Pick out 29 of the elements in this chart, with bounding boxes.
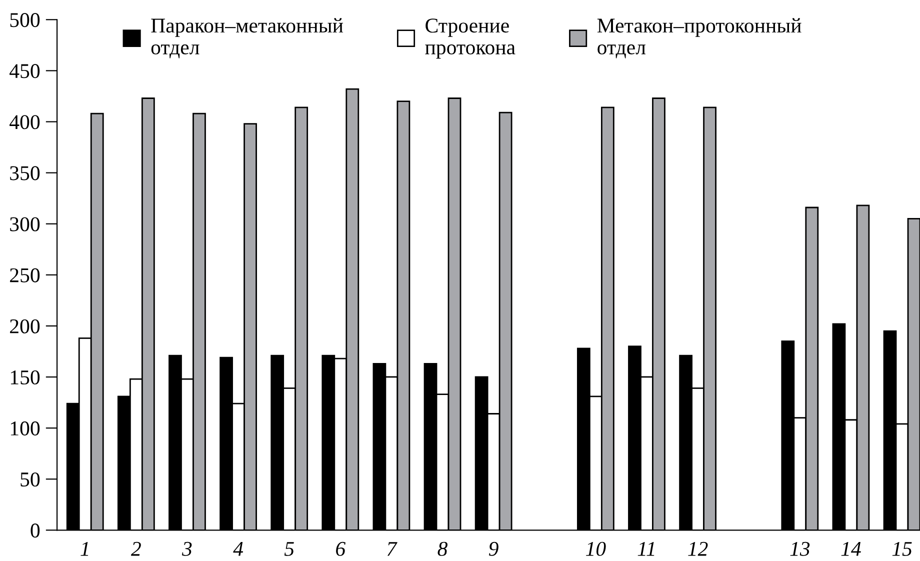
legend-label: Метакон–протоконный отдел — [597, 18, 802, 58]
legend-label: Строение протокона — [425, 18, 516, 59]
x-tick-label: 12 — [688, 542, 708, 556]
x-tick-label: 8 — [438, 542, 448, 556]
x-tick-label: 5 — [284, 542, 294, 556]
x-tick-label: 14 — [841, 542, 861, 556]
y-tick-label: 300 — [10, 217, 40, 232]
legend-label: Паракон–метаконный отдел — [151, 18, 344, 58]
y-tick-label: 150 — [10, 370, 40, 384]
x-tick-label: 10 — [586, 542, 606, 556]
y-tick-label: 50 — [20, 472, 40, 487]
y-tick-label: 500 — [10, 13, 40, 28]
y-tick-label: 100 — [10, 421, 40, 436]
x-tick-label: 4 — [233, 542, 244, 556]
x-tick-label: 11 — [638, 542, 654, 556]
y-tick-label: 350 — [10, 166, 40, 180]
x-tick-label: 9 — [488, 542, 498, 556]
x-tick-label: 13 — [790, 542, 810, 556]
x-tick-label: 7 — [387, 542, 398, 556]
x-tick-label: 6 — [336, 542, 346, 556]
y-tick-label: 450 — [10, 64, 40, 78]
x-tick-label: 1 — [80, 542, 88, 556]
y-tick-label: 400 — [10, 115, 40, 130]
x-tick-label: 15 — [892, 542, 912, 556]
y-tick-label: 200 — [10, 319, 40, 334]
y-tick-label: 0 — [30, 524, 40, 538]
x-tick-label: 2 — [130, 542, 141, 556]
x-tick-label: 3 — [182, 542, 192, 556]
y-tick-label: 250 — [10, 268, 40, 282]
